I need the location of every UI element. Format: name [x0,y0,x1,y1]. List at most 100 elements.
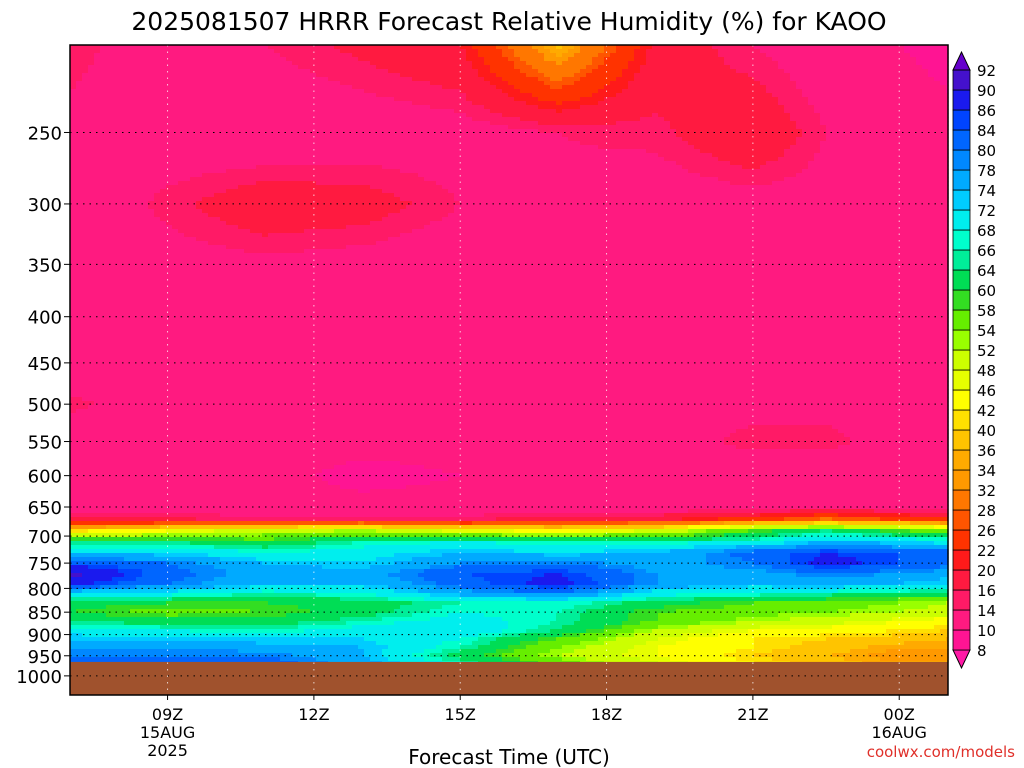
rh-cell [826,121,833,126]
rh-cell [526,73,533,78]
rh-cell [592,73,599,78]
rh-cell [502,101,509,106]
rh-cell [442,157,449,162]
rh-cell [400,173,407,178]
rh-cell [820,113,827,118]
rh-cell [196,57,203,62]
rh-cell [826,133,833,138]
rh-cell [448,145,455,150]
rh-cell [328,125,335,130]
rh-cell [322,165,329,170]
rh-cell [484,73,491,78]
rh-cell [586,89,593,94]
rh-cell [148,117,155,122]
rh-cell [352,89,359,94]
rh-cell [682,105,689,110]
rh-cell [316,153,323,158]
rh-cell [532,125,539,130]
rh-cell [622,125,629,130]
rh-cell [400,61,407,66]
rh-cell [70,113,77,118]
rh-cell [106,165,113,170]
rh-cell [94,81,101,86]
rh-cell [718,57,725,62]
rh-cell [166,81,173,86]
rh-cell [346,53,353,58]
rh-cell [418,53,425,58]
rh-cell [634,49,641,54]
rh-cell [82,77,89,82]
rh-cell [760,93,767,98]
rh-cell [790,61,797,66]
rh-cell [844,165,851,170]
rh-cell [748,161,755,166]
rh-cell [640,165,647,170]
rh-cell [358,97,365,102]
rh-cell [754,125,761,130]
rh-cell [820,81,827,86]
rh-cell [466,121,473,126]
rh-cell [910,113,917,118]
rh-cell [526,93,533,98]
rh-cell [166,109,173,114]
rh-cell [580,125,587,130]
rh-cell [202,177,209,182]
rh-cell [802,145,809,150]
rh-cell [784,53,791,58]
rh-cell [316,145,323,150]
rh-cell [826,125,833,130]
rh-cell [856,93,863,98]
rh-cell [310,97,317,102]
rh-cell [496,153,503,158]
rh-cell [304,153,311,158]
rh-cell [430,69,437,74]
rh-cell [364,137,371,142]
rh-cell [598,161,605,166]
rh-cell [676,89,683,94]
rh-cell [538,65,545,70]
rh-cell [706,57,713,62]
rh-cell [790,109,797,114]
rh-cell [700,97,707,102]
rh-cell [604,177,611,182]
rh-cell [370,177,377,182]
rh-cell [124,97,131,102]
rh-cell [568,145,575,150]
rh-cell [136,169,143,174]
rh-cell [148,61,155,66]
rh-cell [382,137,389,142]
rh-cell [646,113,653,118]
rh-cell [250,73,257,78]
rh-cell [808,125,815,130]
rh-cell [502,145,509,150]
rh-cell [514,93,521,98]
rh-cell [436,101,443,106]
rh-cell [892,133,899,138]
rh-cell [166,121,173,126]
rh-cell [460,65,467,70]
rh-cell [328,53,335,58]
rh-cell [724,105,731,110]
rh-cell [922,145,929,150]
rh-cell [148,137,155,142]
rh-cell [136,105,143,110]
rh-cell [346,105,353,110]
rh-cell [82,85,89,90]
rh-cell [472,113,479,118]
rh-cell [124,169,131,174]
rh-cell [94,149,101,154]
rh-cell [664,161,671,166]
rh-cell [172,85,179,90]
rh-cell [586,57,593,62]
rh-cell [508,137,515,142]
rh-cell [574,77,581,82]
rh-cell [268,49,275,54]
rh-cell [892,57,899,62]
rh-cell [928,161,935,166]
rh-cell [130,177,137,182]
rh-cell [118,73,125,78]
rh-cell [322,117,329,122]
rh-cell [382,169,389,174]
rh-cell [382,145,389,150]
rh-cell [574,169,581,174]
